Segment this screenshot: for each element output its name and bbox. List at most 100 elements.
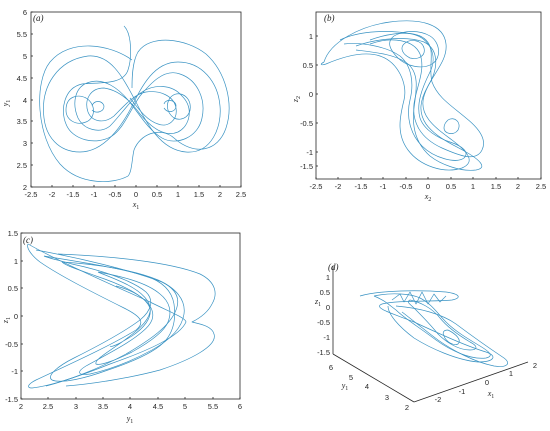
panel-a-y-tick-label: 2 [23, 183, 27, 192]
panel-c-x-tick-label: 2 [19, 402, 23, 411]
panel-a-y-tick-label: 3.5 [17, 117, 27, 126]
panel-c-x-tick-label: 6 [238, 402, 242, 411]
panel-c-attractor-curve [43, 255, 176, 382]
panel-a-x-tick-label: 0 [134, 190, 138, 199]
panel-b-y-tick-label: -1 [306, 148, 313, 157]
panel-d-attractor-curve [391, 291, 508, 367]
panel-b-y-ticks: -1.5 -1 -0.5 0 0.5 1 [300, 32, 318, 171]
panel-a-attractor-curve [39, 39, 230, 182]
panel-a-y-tick-label: 2.5 [17, 161, 27, 170]
panel-c-attractor-curve [95, 271, 171, 365]
panel-a-x-tick-label: 0.5 [152, 190, 162, 199]
panel-b-x-ticks: -2.5 -2 -1.5 -1 -0.5 0 0.5 1 1.5 2 2.5 [310, 177, 546, 191]
panel-c-x-tick-label: 3.5 [98, 402, 108, 411]
panel-d-z-tick-label: -1 [323, 333, 330, 342]
panel-c-x-tick-label: 5 [183, 402, 187, 411]
panel-a-x-tick-label: 1 [176, 190, 180, 199]
panel-d-trajectory [359, 290, 508, 367]
panel-c-attractor-curve [27, 243, 187, 389]
panel-a-x-tick-label: -2.5 [25, 190, 38, 199]
panel-d-z-ticks: -1.5 -1 -0.5 0 0.5 1 [317, 273, 330, 357]
panel-d: (d) -1.5 -1 -0.5 0 0.5 1 z1 6 5 4 3 2 y1… [314, 262, 537, 412]
panel-d-x-ticks: -2 -1 0 1 2 [435, 361, 537, 404]
panel-a-y-label: y1 [1, 100, 12, 108]
panel-a-x-tick-label: 2.5 [236, 190, 246, 199]
panel-b-attractor-curve [320, 20, 470, 171]
panel-d-y-ticks: 6 5 4 3 2 [329, 363, 409, 412]
panel-d-z-tick-label: -1.5 [317, 348, 330, 357]
panel-b-label: (b) [324, 13, 335, 23]
panel-c-y-tick-label: 1.5 [8, 229, 18, 238]
panel-a-x-tick-label: 1.5 [194, 190, 204, 199]
panel-a-attractor-curve [63, 25, 204, 142]
panel-d-z-tick-label: 1 [326, 273, 330, 282]
panel-b-x-tick-label: -1.5 [355, 182, 368, 191]
panel-d-z-tick-label: 0.5 [320, 288, 330, 297]
panel-b-y-tick-label: 0 [309, 90, 313, 99]
panel-a-attractor-curve [65, 93, 191, 124]
panel-c-trajectory [27, 243, 216, 389]
panel-d-y-tick-label: 4 [365, 382, 369, 391]
panel-c: (c) 2 2.5 3 3.5 4 4.5 5 5.5 6 [1, 229, 242, 425]
panel-b-attractor-curve [389, 31, 460, 134]
panel-b-y-tick-label: -0.5 [300, 119, 313, 128]
panel-c-x-tick-label: 5.5 [208, 402, 218, 411]
panel-b-x-tick-label: -1 [380, 182, 387, 191]
panel-a-y-tick-label: 4 [23, 96, 27, 105]
panel-d-x-tick-label: -1 [459, 387, 466, 396]
panel-b-attractor-curve [355, 38, 483, 171]
panel-b-x-label: x2 [424, 192, 432, 203]
panel-a-x-ticks: -2.5 -2 -1.5 -1 -0.5 0 0.5 1 1.5 2 2.5 [25, 185, 246, 199]
panel-d-y-label: y1 [341, 381, 349, 392]
panel-a-y-tick-label: 6 [23, 8, 27, 17]
panel-c-x-tick-label: 4.5 [153, 402, 163, 411]
panel-b-x-tick-label: 0.5 [446, 182, 456, 191]
panel-d-x-label: x1 [487, 389, 495, 400]
panel-c-y-ticks: -1.5 -1 -0.5 0 0.5 1 1.5 [5, 229, 23, 404]
panel-d-x-tick-label: 2 [533, 361, 537, 370]
panel-c-y-tick-label: 1 [14, 257, 18, 266]
panel-d-x-tick-label: 1 [509, 369, 513, 378]
panel-d-attractor-curve [359, 290, 494, 363]
panel-d-x-axis [413, 361, 529, 403]
panel-c-y-tick-label: -0.5 [5, 340, 18, 349]
panel-b-x-tick-label: -0.5 [400, 182, 413, 191]
panel-a-y-ticks: 2 2.5 3 3.5 4 4.5 5 5.5 6 [17, 8, 33, 192]
panel-a-x-tick-label: -0.5 [109, 190, 122, 199]
panel-d-x-tick-label: 0 [485, 378, 489, 387]
panel-c-x-ticks: 2 2.5 3 3.5 4 4.5 5 5.5 6 [19, 397, 242, 411]
panel-a-trajectory [39, 25, 230, 182]
panel-d-z-tick-label: 0 [326, 303, 330, 312]
panel-d-z-tick-label: -0.5 [317, 318, 330, 327]
panel-b-y-label: z2 [291, 96, 302, 103]
panel-a-label: (a) [33, 13, 44, 23]
panel-c-x-tick-label: 3 [74, 402, 78, 411]
panel-a-axes-box [30, 11, 242, 188]
panel-d-y-tick-label: 5 [349, 373, 353, 382]
panel-b-x-tick-label: -2.5 [310, 182, 323, 191]
panel-c-x-tick-label: 2.5 [43, 402, 53, 411]
panel-b-y-tick-label: -1.5 [300, 162, 313, 171]
panel-b: (b) -2.5 -2 -1.5 -1 -0.5 0 0.5 1 1.5 2 2… [291, 11, 546, 203]
panel-c-x-tick-label: 4 [128, 402, 132, 411]
panel-b-x-tick-label: -2 [335, 182, 342, 191]
panel-d-z-label: z1 [314, 297, 321, 308]
panel-a: (a) -2.5 -2 -1.5 -1 -0.5 0 0.5 1 1.5 2 2… [1, 8, 246, 211]
panel-a-y-tick-label: 5.5 [17, 30, 27, 39]
panel-b-x-tick-label: 1.5 [491, 182, 501, 191]
panel-b-x-tick-label: 2 [516, 182, 520, 191]
panel-b-y-tick-label: 0.5 [303, 61, 313, 70]
panel-d-y-axis [332, 353, 415, 403]
panel-a-y-tick-label: 4.5 [17, 74, 27, 83]
panel-d-attractor-curve [373, 293, 491, 359]
panel-c-x-label: y1 [126, 414, 134, 425]
panel-d-y-tick-label: 2 [405, 403, 409, 412]
panel-d-y-tick-label: 6 [329, 363, 333, 372]
panel-a-x-tick-label: -2 [49, 190, 56, 199]
panel-c-y-label: z1 [1, 317, 12, 324]
panel-a-y-tick-label: 3 [23, 139, 27, 148]
panel-b-x-tick-label: 1 [471, 182, 475, 191]
panel-b-x-tick-label: 0 [426, 182, 430, 191]
panel-a-x-label: x1 [132, 200, 140, 211]
panel-b-attractor-curve [369, 32, 484, 158]
